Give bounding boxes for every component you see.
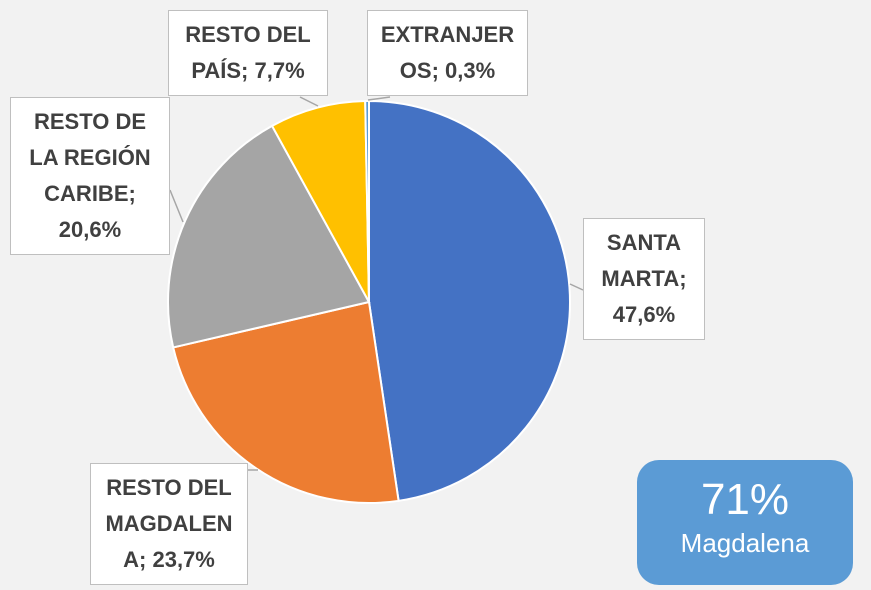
data-label: RESTO DEL MAGDALENA; 23,7% [90,463,248,585]
annotation-badge: 71% Magdalena [637,460,853,585]
label-separator: ; [128,181,142,206]
leader-line [299,96,319,107]
leader-line [169,189,184,223]
value-label: 0,3% [445,58,496,83]
pie-slice [172,300,400,504]
value-label: 7,7% [254,58,305,83]
annotation-value: 71% [700,475,790,524]
category-name: RESTO DE LA REGIÓN CARIBE [29,109,151,206]
pie-slice [270,100,370,303]
category-name: SANTA MARTA [601,230,682,291]
leader-line [569,283,584,291]
category-name: RESTO DEL MAGDALENA [105,475,233,572]
leader-line [367,96,391,101]
pie-slice [368,99,571,502]
label-separator: ; [431,58,446,83]
data-label: RESTO DE LA REGIÓN CARIBE; 20,6% [10,97,170,255]
data-label: EXTRANJEROS; 0,3% [367,10,528,96]
data-label: RESTO DEL PAÍS; 7,7% [168,10,328,96]
pie-slice [364,99,370,303]
label-separator: ; [139,547,153,572]
value-label: 47,6% [612,302,676,327]
pie-slice [167,124,371,349]
category-name: EXTRANJEROS [380,22,515,83]
category-name: RESTO DEL PAÍS [185,22,311,83]
annotation-label: Magdalena [680,528,810,558]
label-separator: ; [679,266,693,291]
label-separator: ; [241,58,255,83]
value-label: 23,7% [152,547,215,572]
data-label: SANTA MARTA; 47,6% [583,218,705,340]
value-label: 20,6% [58,217,122,242]
